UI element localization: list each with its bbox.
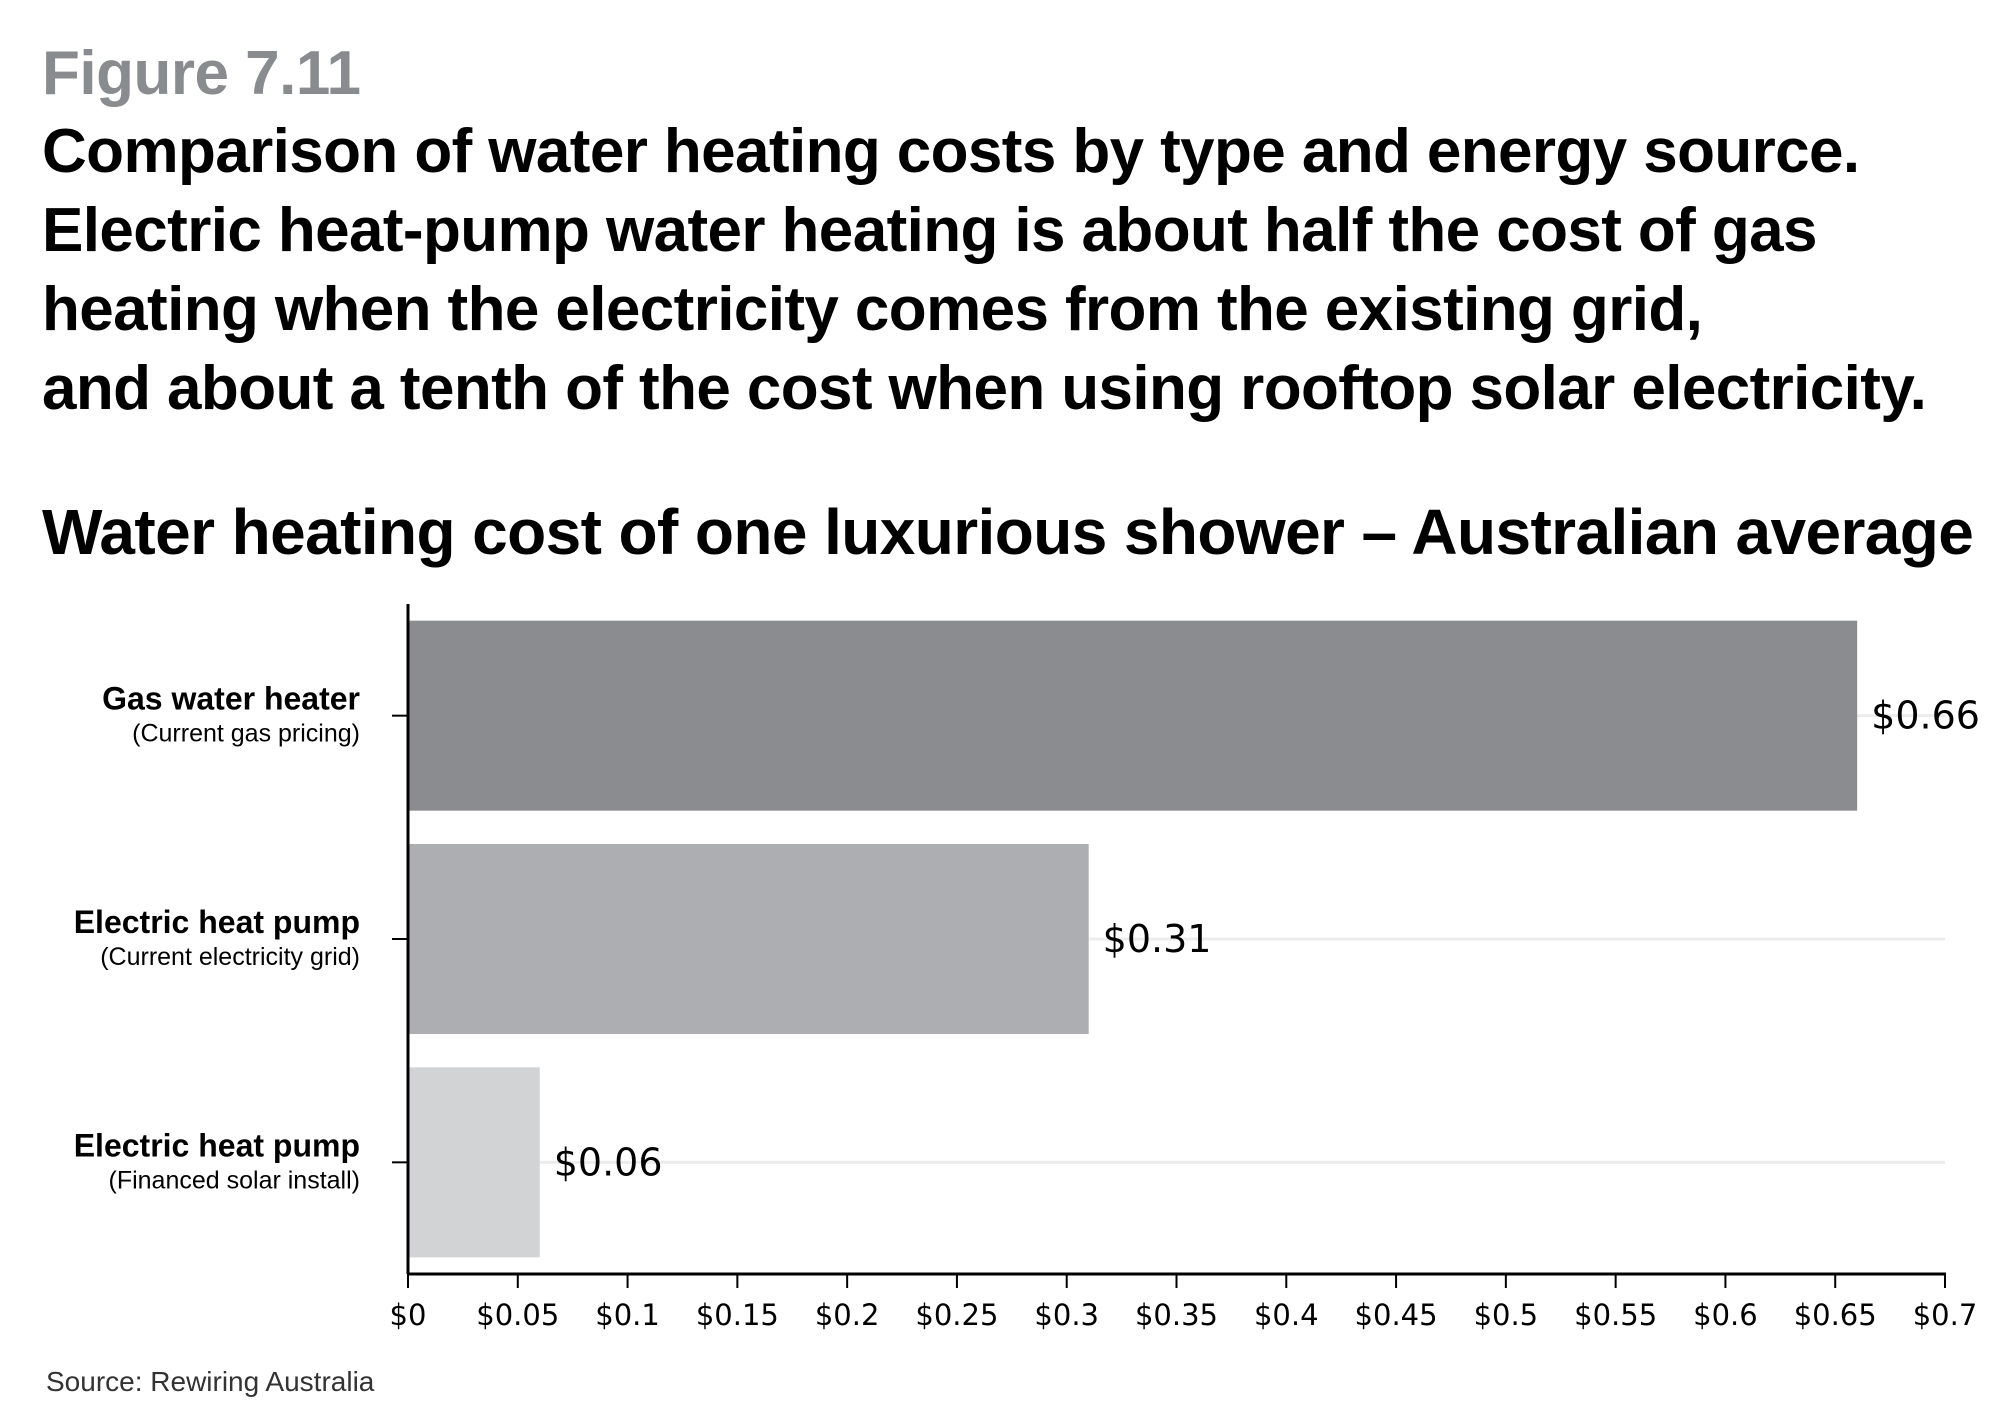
x-tick-label: $0.45 — [1355, 1298, 1438, 1332]
x-tick-label: $0 — [390, 1298, 427, 1332]
caption-line: and about a tenth of the cost when using… — [42, 354, 1927, 423]
figure-number: Figure 7.11 — [42, 39, 361, 108]
caption-line: Electric heat-pump water heating is abou… — [42, 196, 1817, 265]
x-tick-label: $0.2 — [815, 1298, 880, 1332]
chart-title: Water heating cost of one luxurious show… — [42, 496, 1974, 568]
x-tick-label: $0.35 — [1135, 1298, 1218, 1332]
x-tick-label: $0.5 — [1474, 1298, 1539, 1332]
x-tick-label: $0.25 — [915, 1298, 998, 1332]
caption-line: Comparison of water heating costs by typ… — [42, 117, 1860, 186]
x-tick-label: $0.65 — [1794, 1298, 1877, 1332]
category-sublabel: (Current gas pricing) — [132, 720, 360, 748]
category-sublabel: (Current electricity grid) — [100, 943, 360, 971]
x-tick-label: $0.6 — [1693, 1298, 1758, 1332]
bar — [408, 1067, 540, 1258]
category-label: Electric heat pump — [74, 904, 360, 940]
x-tick-label: $0.3 — [1034, 1298, 1099, 1332]
bar — [408, 620, 1858, 811]
x-tick-label: $0.05 — [476, 1298, 559, 1332]
figure-caption: Comparison of water heating costs by typ… — [42, 112, 1982, 428]
x-tick-label: $0.55 — [1574, 1298, 1657, 1332]
data-label: $0.06 — [554, 1140, 663, 1184]
x-tick-label: $0.15 — [696, 1298, 779, 1332]
category-label: Gas water heater — [102, 681, 360, 717]
x-tick-label: $0.1 — [595, 1298, 660, 1332]
source-note: Source: Rewiring Australia — [46, 1366, 375, 1397]
bar — [408, 844, 1089, 1034]
x-tick-label: $0.4 — [1254, 1298, 1319, 1332]
category-sublabel: (Financed solar install) — [109, 1166, 361, 1194]
caption-line: heating when the electricity comes from … — [42, 275, 1703, 344]
data-label: $0.66 — [1871, 694, 1980, 738]
x-tick-label: $0.7 — [1913, 1298, 1978, 1332]
category-label: Electric heat pump — [74, 1127, 360, 1163]
data-label: $0.31 — [1103, 917, 1212, 961]
